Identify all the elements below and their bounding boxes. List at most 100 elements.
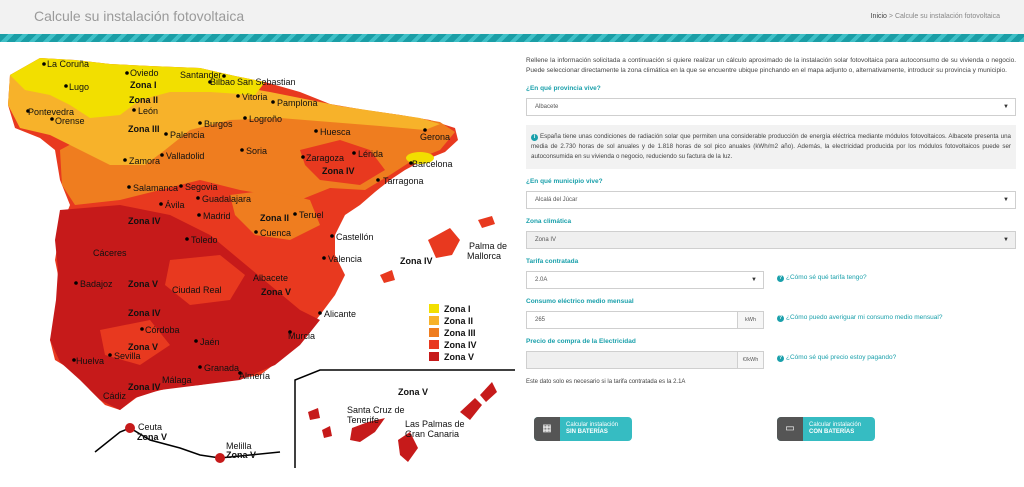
- zone-label[interactable]: Zona I: [130, 80, 157, 90]
- zone-label[interactable]: Zona V: [398, 387, 428, 397]
- city-label[interactable]: Gran Canaria: [405, 429, 459, 439]
- zone-label[interactable]: Zona V: [128, 279, 158, 289]
- precio-input[interactable]: €/kWh: [526, 351, 764, 369]
- city-label[interactable]: San Sebastian: [237, 77, 296, 87]
- city-label[interactable]: Gerona: [420, 132, 450, 142]
- city-label[interactable]: Soria: [246, 146, 267, 156]
- city-label[interactable]: Palencia: [170, 130, 205, 140]
- city-label[interactable]: Santander: [180, 70, 222, 80]
- header-stripe: [0, 34, 1024, 42]
- city-label[interactable]: Huesca: [320, 127, 351, 137]
- city-label[interactable]: Madrid: [203, 211, 231, 221]
- zone-label[interactable]: Zona IV: [128, 216, 161, 226]
- city-label[interactable]: Bilbao: [210, 77, 235, 87]
- consumo-input[interactable]: 265 kWh: [526, 311, 764, 329]
- city-label[interactable]: Huelva: [76, 356, 104, 366]
- city-label[interactable]: Córdoba: [145, 325, 180, 335]
- zone-label[interactable]: Zona IV: [128, 308, 161, 318]
- zone-label[interactable]: Zona II: [260, 213, 289, 223]
- legend-swatch-zona-v: [429, 352, 439, 361]
- city-label[interactable]: Málaga: [162, 375, 192, 385]
- city-label[interactable]: Oviedo: [130, 68, 159, 78]
- zone-label[interactable]: Zona V: [137, 432, 167, 442]
- city-label[interactable]: Badajoz: [80, 279, 113, 289]
- city-label[interactable]: Toledo: [191, 235, 218, 245]
- city-label[interactable]: Mallorca: [467, 251, 501, 261]
- map-canarias[interactable]: [308, 408, 320, 420]
- breadcrumb-home-link[interactable]: Inicio: [870, 13, 887, 20]
- zone-label[interactable]: Zona V: [261, 287, 291, 297]
- legend-label: Zona IV: [444, 340, 477, 350]
- calcular-con-baterias-button[interactable]: ▭ Calcular instalación CON BATERÍAS: [777, 417, 875, 441]
- city-label[interactable]: Logroño: [249, 114, 282, 124]
- city-label[interactable]: Santa Cruz de: [347, 405, 405, 415]
- city-label[interactable]: León: [138, 106, 158, 116]
- calculator-form: Rellene la información solicitada a cont…: [526, 56, 1016, 441]
- map-zone-i-area[interactable]: [10, 58, 265, 118]
- city-label[interactable]: Valencia: [328, 254, 362, 264]
- btn-sin-line2: SIN BATERÍAS: [566, 429, 608, 435]
- zone-label[interactable]: Zona III: [128, 124, 160, 134]
- city-label[interactable]: Las Palmas de: [405, 419, 465, 429]
- municipio-select[interactable]: Alcalá del Júcar ▼: [526, 191, 1016, 209]
- city-label[interactable]: Ciudad Real: [172, 285, 222, 295]
- calcular-sin-baterias-button[interactable]: ▦ Calcular instalación SIN BATERÍAS: [534, 417, 632, 441]
- map-ceuta-dot[interactable]: [125, 423, 135, 433]
- zone-label[interactable]: Zona IV: [400, 256, 433, 266]
- city-label[interactable]: Tenerife: [347, 415, 379, 425]
- tarifa-select[interactable]: 2.0A ▼: [526, 271, 764, 289]
- city-label[interactable]: Murcia: [288, 331, 315, 341]
- city-label[interactable]: Teruel: [299, 210, 324, 220]
- city-label[interactable]: Cádiz: [103, 391, 127, 401]
- provincia-select[interactable]: Albacete ▼: [526, 98, 1016, 116]
- climate-zone-map[interactable]: La Coruña Oviedo Santander Bilbao San Se…: [0, 42, 515, 472]
- city-label[interactable]: Palma de: [469, 241, 507, 251]
- city-label[interactable]: Granada: [204, 363, 239, 373]
- map-zone-labels: Zona I Zona II Zona III Zona IV Zona II …: [128, 80, 433, 460]
- zone-label[interactable]: Zona II: [129, 95, 158, 105]
- city-dot: [50, 117, 54, 121]
- chevron-down-icon: ▼: [1003, 237, 1009, 243]
- map-zone-v-area[interactable]: [50, 205, 320, 410]
- city-label[interactable]: Salamanca: [133, 183, 178, 193]
- precio-help-text: ¿Cómo sé qué precio estoy pagando?: [786, 354, 897, 361]
- btn-con-line2: CON BATERÍAS: [809, 429, 855, 435]
- map-canarias-frame: [294, 369, 515, 468]
- city-label[interactable]: Pontevedra: [28, 107, 74, 117]
- city-label[interactable]: Lugo: [69, 82, 89, 92]
- precio-help-link[interactable]: ? ¿Cómo sé qué precio estoy pagando?: [777, 354, 896, 362]
- zone-label[interactable]: Zona V: [128, 342, 158, 352]
- city-label[interactable]: Zamora: [129, 156, 160, 166]
- city-label[interactable]: Albacete: [253, 273, 288, 283]
- city-label[interactable]: La Coruña: [47, 59, 89, 69]
- city-label[interactable]: Melilla: [226, 441, 252, 451]
- city-label[interactable]: Orense: [55, 116, 85, 126]
- city-label[interactable]: Ceuta: [138, 422, 162, 432]
- city-label[interactable]: Segovia: [185, 182, 218, 192]
- city-label[interactable]: Burgos: [204, 119, 233, 129]
- city-label[interactable]: Valladolid: [166, 151, 204, 161]
- zona-select[interactable]: Zona IV ▼: [526, 231, 1016, 249]
- city-label[interactable]: Vitoria: [242, 92, 267, 102]
- city-label[interactable]: Almería: [239, 371, 270, 381]
- city-label[interactable]: Barcelona: [412, 159, 453, 169]
- zone-label[interactable]: Zona IV: [128, 382, 161, 392]
- zone-label[interactable]: Zona IV: [322, 166, 355, 176]
- consumo-help-link[interactable]: ? ¿Cómo puedo averiguar mi consumo medio …: [777, 314, 942, 322]
- city-label[interactable]: Lérida: [358, 149, 383, 159]
- city-label[interactable]: Zaragoza: [306, 153, 344, 163]
- city-label[interactable]: Cáceres: [93, 248, 127, 258]
- city-label[interactable]: Alicante: [324, 309, 356, 319]
- tarifa-help-link[interactable]: ? ¿Cómo sé qué tarifa tengo?: [777, 274, 867, 282]
- city-label[interactable]: Castellón: [336, 232, 374, 242]
- city-label[interactable]: Jaén: [200, 337, 220, 347]
- map-baleares[interactable]: [428, 228, 460, 258]
- city-label[interactable]: Cuenca: [260, 228, 291, 238]
- city-label[interactable]: Sevilla: [114, 351, 141, 361]
- city-label[interactable]: Ávila: [165, 200, 185, 210]
- zone-label[interactable]: Zona V: [226, 450, 256, 460]
- city-label[interactable]: Pamplona: [277, 98, 318, 108]
- map-melilla-dot[interactable]: [215, 453, 225, 463]
- city-label[interactable]: Guadalajara: [202, 194, 251, 204]
- city-label[interactable]: Tarragona: [383, 176, 424, 186]
